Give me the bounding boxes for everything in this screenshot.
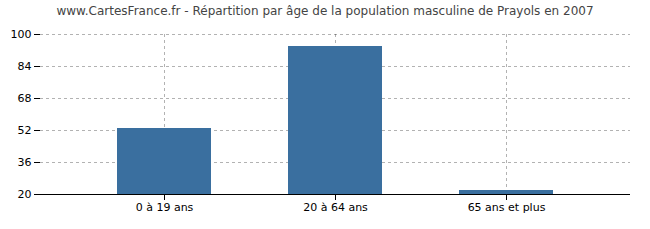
svg-text:52: 52 [18,124,32,137]
svg-text:84: 84 [18,60,32,73]
svg-text:68: 68 [18,92,32,105]
svg-text:20: 20 [18,188,32,201]
svg-text:65 ans et plus: 65 ans et plus [468,201,546,214]
html-text:www.CartesFrance.fr - Répartit: www.CartesFrance.fr - Répartition par âg… [56,4,594,18]
svg-text:36: 36 [18,156,32,169]
svg-text:20 à 64 ans: 20 à 64 ans [303,201,368,214]
svg-text:100: 100 [11,28,32,41]
svg-text:0 à 19 ans: 0 à 19 ans [136,201,194,214]
